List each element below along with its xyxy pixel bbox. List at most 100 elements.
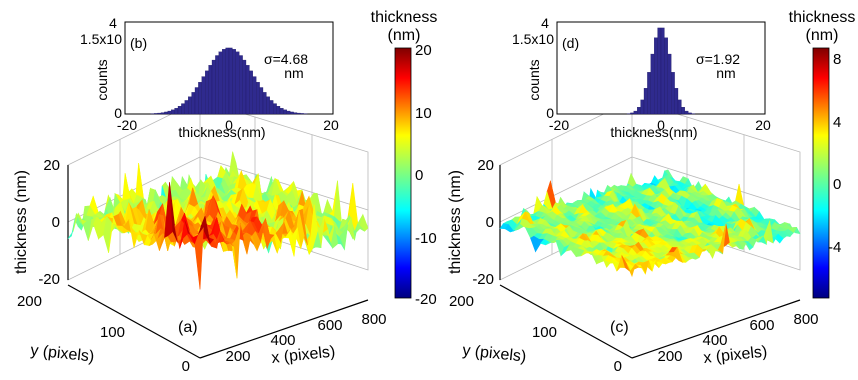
- histogram-bar: [167, 110, 172, 115]
- histogram-bar: [218, 51, 223, 115]
- histogram-bar: [184, 100, 189, 115]
- panel-a: 20 0 -20 thickness (nm) 200 100 0 y (pix…: [13, 9, 437, 375]
- histogram-bar: [228, 47, 233, 115]
- histogram-bar: [657, 27, 662, 115]
- histogram-bar: [266, 96, 270, 115]
- surface-cell: [626, 264, 636, 278]
- histogram-bar: [286, 110, 291, 115]
- histogram-bar: [671, 72, 675, 115]
- panel-b-inset: (b) 1.5x10 4 0 counts -20 0 20 thickness…: [80, 15, 339, 140]
- histogram-bar: [154, 113, 158, 115]
- histogram-bar: [252, 76, 257, 115]
- panel-a-y-tick-100: 100: [100, 324, 125, 341]
- histogram-bar: [191, 92, 196, 115]
- histogram-bar: [211, 59, 216, 115]
- panel-c-colorbar-title-2: (nm): [806, 27, 839, 44]
- panel-d-ylabel: counts: [526, 59, 542, 100]
- panel-d-bars: [626, 27, 696, 115]
- histogram-bar: [279, 108, 284, 115]
- histogram-bar: [194, 87, 199, 115]
- histogram-bar: [684, 110, 689, 115]
- histogram-bar: [205, 70, 209, 115]
- histogram-bar: [681, 107, 685, 115]
- panel-c-z-label: thickness (nm): [447, 170, 464, 274]
- histogram-bar: [637, 107, 641, 115]
- panel-a-z-tick-20: 20: [43, 157, 60, 174]
- panel-d-y-zero: 0: [546, 105, 554, 121]
- panel-c-z-tick-neg20: -20: [472, 271, 494, 288]
- panel-b-xlabel: thickness(nm): [178, 124, 265, 140]
- panel-a-z-label: thickness (nm): [13, 170, 30, 274]
- panel-b-y-zero: 0: [114, 105, 122, 121]
- panel-c-x-tick-400: 400: [702, 332, 727, 349]
- panel-c-colorbar-tick-4: 4: [833, 114, 841, 131]
- panel-c-x-tick-800: 800: [793, 311, 818, 328]
- histogram-bar: [664, 37, 668, 115]
- panel-c-x-tick-200: 200: [657, 348, 682, 365]
- panel-b-bars: [150, 47, 308, 115]
- panel-a-colorbar-tick-0: 0: [415, 167, 423, 184]
- panel-a-colorbar-tick-10: 10: [415, 105, 432, 122]
- histogram-bar: [300, 113, 304, 115]
- panel-b-label: (b): [130, 35, 147, 51]
- histogram-bar: [650, 53, 655, 115]
- panel-c-y-tick-100: 100: [532, 324, 557, 341]
- panel-a-y-tick-200: 200: [17, 293, 42, 310]
- histogram-bar: [293, 112, 298, 115]
- histogram-bar: [164, 111, 168, 115]
- panel-c-x-label: x (pixels): [703, 343, 768, 367]
- panel-c-y-label: y (pixels): [462, 342, 527, 366]
- panel-a-x-tick-800: 800: [361, 311, 386, 328]
- histogram-bar: [667, 53, 672, 115]
- histogram-bar: [225, 47, 230, 115]
- panel-a-colorbar-title-1: thickness: [371, 9, 438, 26]
- histogram-bar: [674, 88, 679, 115]
- surface-cell: [323, 198, 333, 215]
- histogram-bar: [188, 96, 192, 115]
- panel-d-y-top: 1.5x10: [512, 31, 554, 47]
- panel-d-x-tick-neg20: -20: [549, 117, 569, 133]
- panel-d-xlabel: thickness(nm): [610, 124, 697, 140]
- panel-c: 20 0 -20 thickness (nm) 200 100 0 y (pix…: [447, 9, 855, 375]
- panel-b-ylabel: counts: [94, 59, 110, 100]
- panel-a-y-label: y (pixels): [30, 342, 95, 366]
- histogram-bar: [201, 76, 206, 115]
- panel-b-y-top: 1.5x10: [80, 31, 122, 47]
- histogram-bar: [630, 112, 634, 115]
- histogram-bar: [198, 82, 202, 115]
- panel-c-y-tick-200: 200: [449, 293, 474, 310]
- histogram-bar: [660, 27, 665, 115]
- panel-c-y-tick-0: 0: [614, 358, 622, 375]
- histogram-bar: [249, 70, 253, 115]
- panel-a-x-tick-600: 600: [317, 317, 342, 334]
- panel-a-colorbar-title-2: (nm): [388, 27, 421, 44]
- histogram-bar: [276, 106, 281, 115]
- panel-a-x-tick-200: 200: [225, 348, 250, 365]
- panel-c-box: [499, 99, 801, 359]
- panel-c-colorbar-tick-0: 0: [833, 176, 841, 193]
- panel-a-x-tick-400: 400: [270, 332, 295, 349]
- panel-b-sigma: σ=4.68: [264, 51, 308, 67]
- panel-d-sigma-unit: nm: [716, 65, 735, 81]
- panel-a-colorbar-tick-neg20: -20: [415, 291, 437, 308]
- panel-c-colorbar: thickness (nm) 8 4 0 -4: [789, 9, 855, 299]
- panel-b-x-tick-neg20: -20: [117, 117, 137, 133]
- histogram-bar: [269, 100, 274, 115]
- histogram-bar: [232, 49, 236, 115]
- panel-a-colorbar-tick-neg10: -10: [415, 230, 437, 247]
- panel-d-label: (d): [562, 35, 579, 51]
- histogram-bar: [245, 65, 250, 115]
- panel-b-y-exp: 4: [109, 15, 117, 31]
- panel-c-x-tick-600: 600: [749, 317, 774, 334]
- panel-a-z-tick-neg20: -20: [38, 271, 60, 288]
- panel-b-sigma-unit: nm: [284, 65, 303, 81]
- panel-c-surface: [499, 169, 801, 278]
- panel-d-x-tick-20: 20: [755, 117, 771, 133]
- panel-c-colorbar-tick-neg4: -4: [828, 239, 841, 256]
- panel-c-label: (c): [610, 319, 629, 336]
- histogram-bar: [262, 92, 267, 115]
- histogram-bar: [290, 111, 294, 115]
- histogram-bar: [171, 109, 175, 115]
- histogram-bar: [273, 103, 277, 115]
